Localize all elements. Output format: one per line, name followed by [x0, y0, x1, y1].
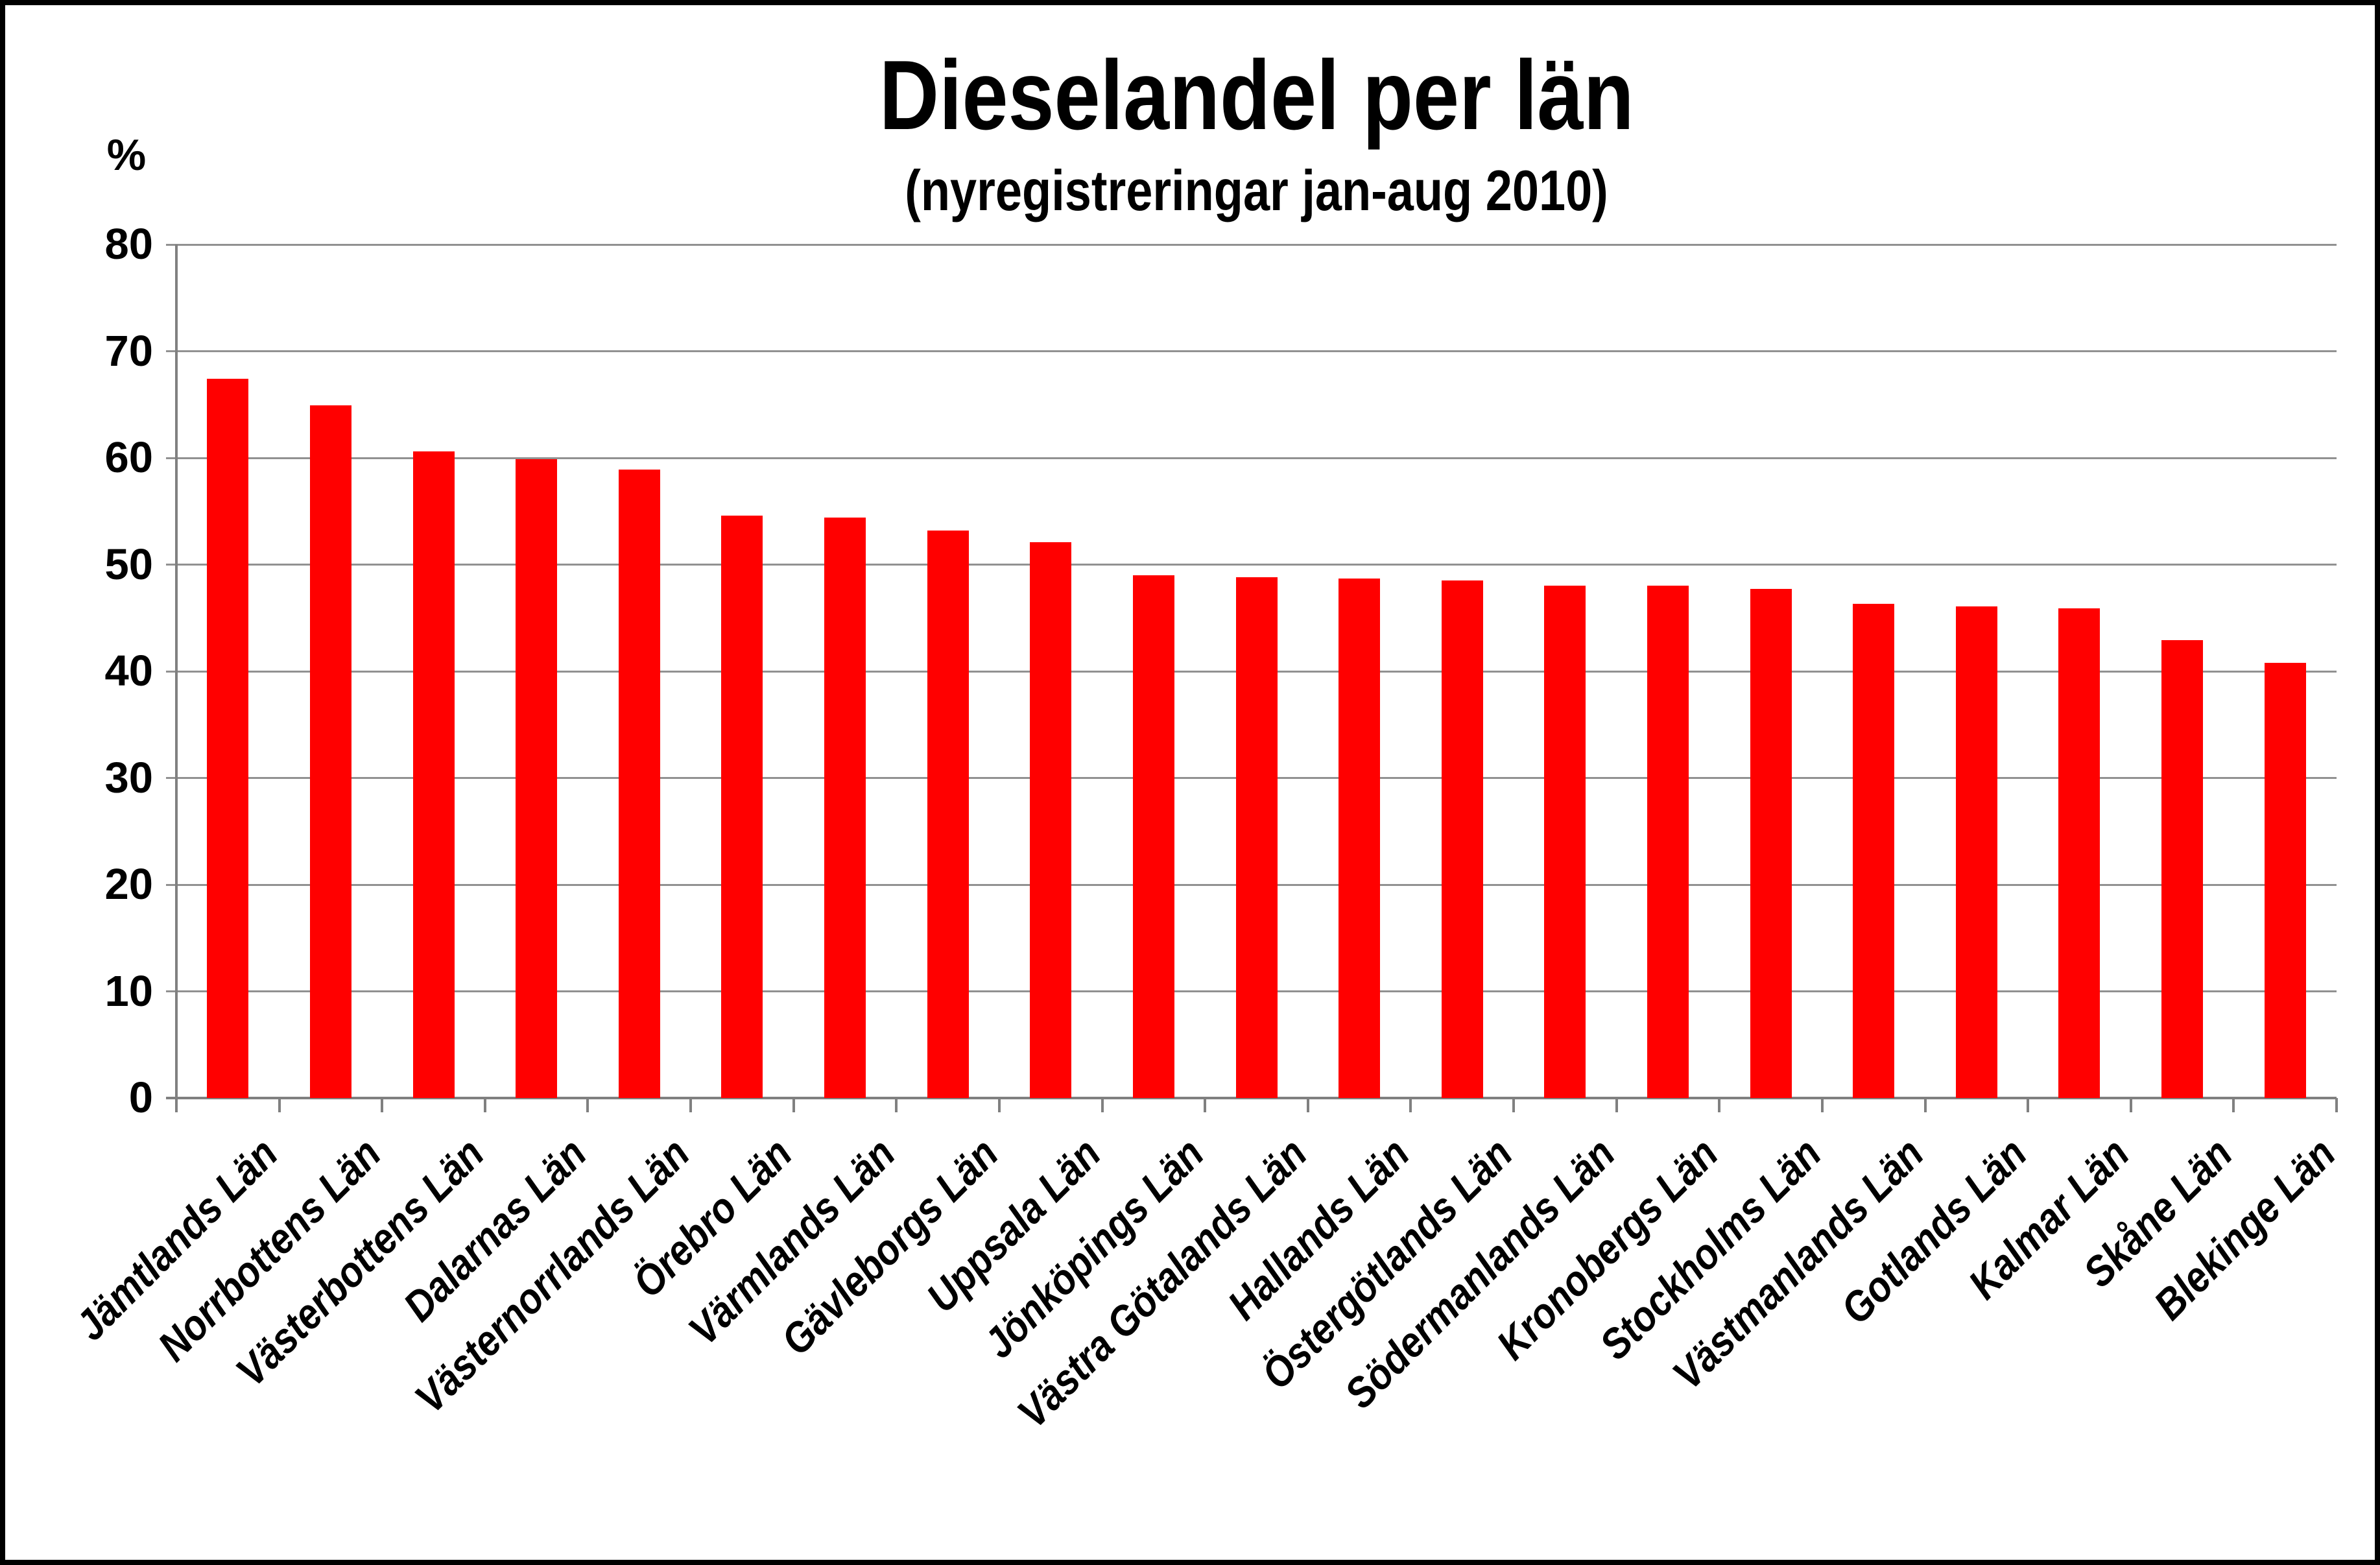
bar — [927, 530, 969, 1098]
chart-subtitle-text: (nyregistreringar jan-aug 2010) — [905, 158, 1608, 222]
x-axis-tick — [586, 1098, 589, 1112]
y-axis-unit-label: % — [106, 130, 147, 180]
x-axis-tick — [1923, 1098, 1927, 1112]
y-tick-label: 10 — [104, 966, 153, 1016]
x-axis-tick — [381, 1098, 384, 1112]
y-tick-label: 40 — [104, 647, 153, 695]
chart-subtitle: (nyregistreringar jan-aug 2010) — [176, 158, 2337, 222]
x-axis-tick — [1204, 1098, 1207, 1112]
y-gridline — [166, 243, 2337, 246]
bar — [516, 459, 558, 1098]
chart-title: Dieselandel per län — [176, 40, 2337, 150]
x-axis-tick — [2129, 1098, 2132, 1112]
x-axis-tick — [1512, 1098, 1516, 1112]
x-axis-tick — [1101, 1098, 1104, 1112]
x-axis-tick — [1615, 1098, 1618, 1112]
bar — [412, 451, 455, 1098]
x-axis-tick — [1820, 1098, 1824, 1112]
bar — [2058, 608, 2100, 1098]
bar — [207, 379, 249, 1098]
bar — [1750, 589, 1792, 1098]
y-tick-label: 30 — [104, 753, 153, 802]
y-tick-label: 60 — [104, 433, 153, 482]
x-axis-line — [166, 1097, 2337, 1099]
bar — [618, 470, 660, 1098]
y-tick-label: 0 — [128, 1073, 153, 1122]
x-axis-tick — [1409, 1098, 1412, 1112]
bar — [1339, 578, 1381, 1098]
x-axis-tick — [1306, 1098, 1309, 1112]
bar — [1132, 575, 1174, 1098]
bar — [309, 405, 351, 1098]
y-gridline — [166, 457, 2337, 459]
bar — [824, 518, 866, 1098]
bar — [1030, 542, 1072, 1098]
chart-title-text: Dieselandel per län — [879, 40, 1634, 150]
y-gridline — [166, 350, 2337, 352]
x-axis-tick — [689, 1098, 693, 1112]
x-axis-tick — [792, 1098, 795, 1112]
bar — [1235, 577, 1278, 1098]
y-tick-label: 70 — [104, 326, 153, 376]
bar — [721, 515, 763, 1098]
y-tick-label: 80 — [104, 220, 153, 269]
x-axis-tick — [2232, 1098, 2235, 1112]
y-tick-label: 20 — [104, 860, 153, 909]
bar — [1853, 604, 1895, 1098]
bar — [2264, 662, 2306, 1098]
x-axis-tick — [2027, 1098, 2030, 1112]
x-axis-tick — [895, 1098, 898, 1112]
bar — [1441, 580, 1483, 1098]
x-axis-tick — [997, 1098, 1001, 1112]
bar — [1544, 586, 1586, 1098]
bar — [2161, 640, 2204, 1098]
x-axis-tick — [1718, 1098, 1721, 1112]
x-axis-tick — [483, 1098, 486, 1112]
x-axis-tick — [278, 1098, 281, 1112]
x-axis-tick — [2335, 1098, 2338, 1112]
y-axis-line — [175, 245, 178, 1112]
bar — [1955, 606, 1997, 1098]
y-tick-label: 50 — [104, 540, 153, 589]
bar — [1647, 586, 1689, 1098]
y-gridline — [166, 564, 2337, 566]
